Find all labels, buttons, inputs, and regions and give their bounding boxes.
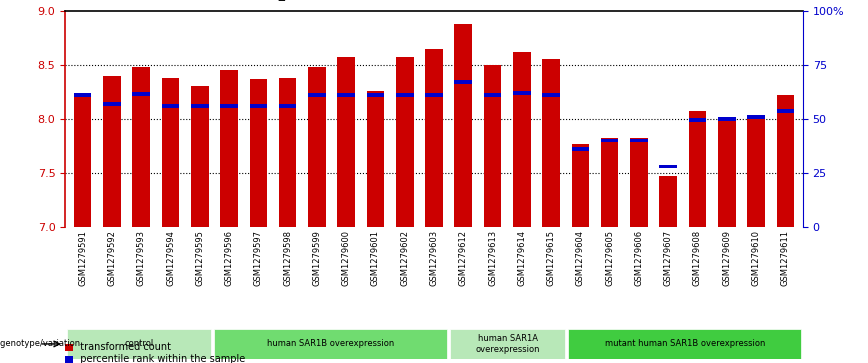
Text: GSM1279611: GSM1279611 [781,230,790,286]
Bar [572,144,589,227]
Text: GSM1279595: GSM1279595 [195,230,204,286]
Bar [688,111,707,227]
Bar [483,65,502,227]
Bar [425,49,443,227]
Text: genotype/variation: genotype/variation [0,339,82,348]
Bar [308,67,326,227]
Text: GSM1279608: GSM1279608 [693,230,702,286]
Bar [660,164,677,168]
Text: human SAR1A
overexpression: human SAR1A overexpression [476,334,540,354]
Bar [161,104,180,108]
Bar [279,104,296,108]
Text: GSM1279604: GSM1279604 [575,230,585,286]
Bar [133,92,150,96]
Text: GSM1279593: GSM1279593 [137,230,146,286]
Bar [601,139,618,142]
Text: GSM1279607: GSM1279607 [664,230,673,286]
Bar [133,67,150,227]
Bar [103,76,121,227]
Bar [338,57,355,227]
Bar [747,115,765,119]
Bar [220,70,238,227]
Text: GSM1279591: GSM1279591 [78,230,87,286]
Bar [483,93,502,97]
Bar [65,344,73,351]
Bar [630,139,648,142]
Bar [214,329,447,359]
Bar [74,93,91,97]
Text: GSM1279601: GSM1279601 [371,230,380,286]
Text: GSM1279615: GSM1279615 [547,230,556,286]
Bar [718,120,735,227]
Text: GSM1279605: GSM1279605 [605,230,615,286]
Bar [777,95,794,227]
Text: GSM1279600: GSM1279600 [342,230,351,286]
Bar [513,91,530,95]
Bar [220,104,238,108]
Bar [542,60,560,227]
Bar [425,93,443,97]
Bar [65,356,73,363]
Text: GSM1279592: GSM1279592 [108,230,116,286]
Bar [250,104,267,108]
Text: mutant human SAR1B overexpression: mutant human SAR1B overexpression [605,339,765,348]
Bar [450,329,565,359]
Bar [572,147,589,151]
Text: GSM1279597: GSM1279597 [253,230,263,286]
Bar [366,91,385,227]
Bar [103,102,121,106]
Text: GSM1279602: GSM1279602 [400,230,409,286]
Bar [161,78,180,227]
Bar [777,109,794,113]
Text: human SAR1B overexpression: human SAR1B overexpression [267,339,394,348]
Bar [396,57,413,227]
Text: GSM1279610: GSM1279610 [752,230,760,286]
Text: transformed count: transformed count [74,342,171,352]
Text: GSM1279594: GSM1279594 [166,230,175,286]
Text: GSM1279614: GSM1279614 [517,230,526,286]
Bar [67,329,211,359]
Bar [569,329,801,359]
Bar [513,52,530,227]
Bar [455,24,472,227]
Text: GSM1279603: GSM1279603 [430,230,438,286]
Text: percentile rank within the sample: percentile rank within the sample [74,354,245,363]
Bar [74,95,91,227]
Text: GSM1279609: GSM1279609 [722,230,731,286]
Bar [601,138,618,227]
Bar [747,117,765,227]
Bar [542,93,560,97]
Bar [308,93,326,97]
Text: GSM1279598: GSM1279598 [283,230,293,286]
Bar [191,104,208,108]
Bar [366,93,385,97]
Bar [396,93,413,97]
Bar [718,117,735,121]
Bar [660,176,677,227]
Bar [338,93,355,97]
Text: GSM1279596: GSM1279596 [225,230,233,286]
Bar [191,86,208,227]
Bar [250,79,267,227]
Text: control: control [124,339,154,348]
Text: GSM1279599: GSM1279599 [312,230,321,286]
Text: GSM1279613: GSM1279613 [488,230,497,286]
Bar [455,80,472,84]
Bar [630,138,648,227]
Text: GSM1279606: GSM1279606 [635,230,643,286]
Bar [279,78,296,227]
Text: GSM1279612: GSM1279612 [459,230,468,286]
Bar [688,118,707,122]
